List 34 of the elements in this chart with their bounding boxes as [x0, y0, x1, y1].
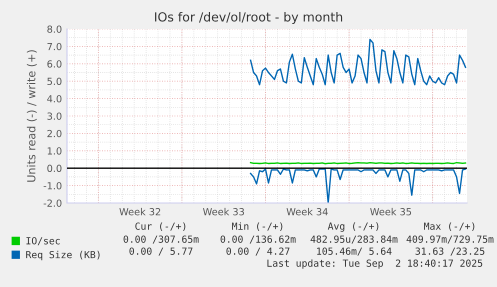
y-tick-label: 8.0: [47, 25, 62, 33]
y-tick-label: 3.0: [47, 112, 62, 120]
text: Cur (-/+): [135, 222, 186, 231]
y-tick-label: -2.0: [44, 199, 62, 207]
text: 31.63 /23.25: [416, 247, 484, 256]
y-tick-label: 2.0: [47, 130, 62, 138]
x-tick-label: Week 34: [286, 208, 328, 216]
line-series: [250, 168, 466, 203]
text: 0.00 /307.65m: [124, 235, 199, 244]
x-tick-label: Week 35: [370, 208, 412, 216]
text: 0.00 / 5.77: [129, 247, 192, 256]
y-axis-title: Units read (-) / write (+): [26, 50, 37, 182]
text: Min (-/+): [232, 222, 282, 231]
x-tick-label: Week 32: [119, 208, 160, 216]
text: 0.00 /136.62m: [220, 235, 296, 244]
y-tick-label: 7.0: [47, 42, 62, 50]
text: 105.46m/ 5.64: [317, 247, 392, 256]
y-tick-label: 0.0: [47, 164, 62, 172]
text: 0.00 / 4.27: [226, 247, 290, 256]
text: 482.95u/283.84m: [310, 235, 398, 244]
text: Last update: Tue Sep 2 18:40:17 2025: [267, 259, 482, 269]
y-tick-label: -1.0: [44, 182, 62, 190]
x-tick-label: Week 33: [202, 208, 244, 216]
line-series: [250, 38, 466, 86]
legend-label: Req Size (KB): [26, 250, 100, 260]
y-tick-label: 5.0: [47, 78, 62, 86]
y-tick-label: 1.0: [48, 147, 62, 155]
y-tick-label: 6.0: [47, 60, 62, 68]
legend-label: IO/sec: [26, 237, 60, 246]
y-tick-label: 4.0: [47, 95, 62, 102]
chart-title: IOs for /dev/ol/root - by month: [155, 12, 342, 24]
text: 409.97m/729.75m: [406, 235, 494, 244]
text: Avg (-/+): [328, 222, 378, 232]
text: Max (-/+): [424, 222, 474, 231]
